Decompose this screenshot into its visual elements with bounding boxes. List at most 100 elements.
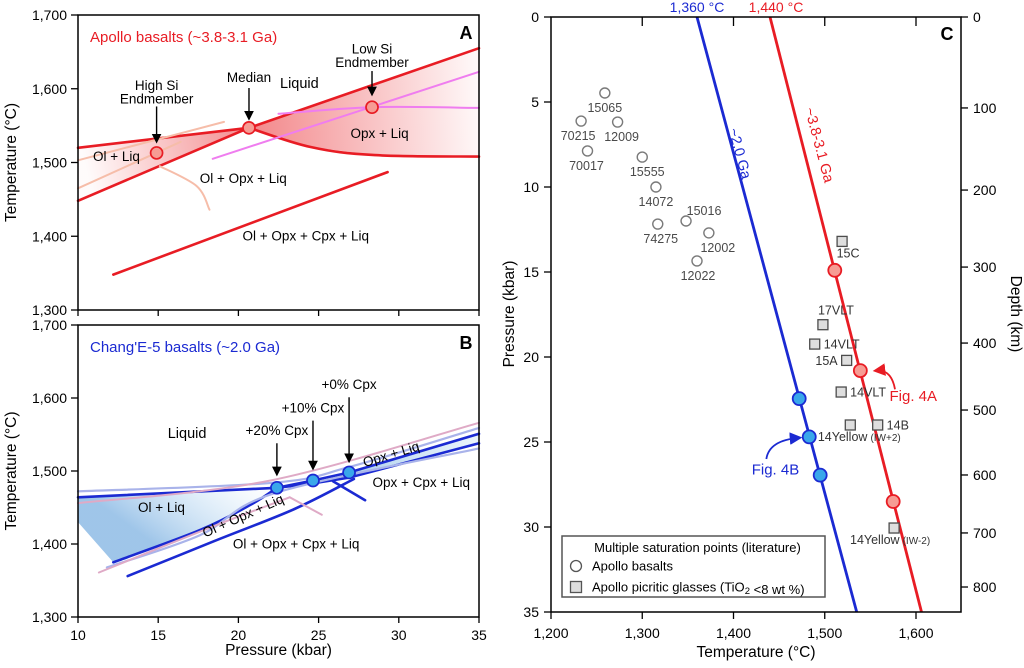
x-axis-tick-label: 10 <box>70 627 86 643</box>
pressure-axis-title: Pressure (kbar) <box>501 261 518 368</box>
legend-title: Multiple saturation points (literature) <box>594 540 801 555</box>
phase-boundary-uncertainty-pink-1 <box>77 421 480 505</box>
phase-boundary-uncertainty-arc <box>158 165 211 211</box>
y-axis-tick-label: 1,300 <box>32 302 67 318</box>
phase-boundary-uncertainty-lavender-2 <box>105 447 481 569</box>
legend-label-part: 2 <box>745 586 750 597</box>
fig-ref-arrow <box>872 363 896 390</box>
sample-circle-12009 <box>611 116 624 128</box>
sample-circle-15016 <box>680 215 692 227</box>
fig-ref-arrow <box>765 432 803 460</box>
sample-circle-12002 <box>703 227 715 239</box>
adiabat-line-change5-2.0Ga <box>695 16 859 613</box>
msp-annotation-label: +20% Cpx <box>246 423 309 438</box>
y-axis-tick-label: 1,500 <box>32 155 67 171</box>
sample-label-14072: 14072 <box>639 195 674 209</box>
region-label: Ol + Opx + Cpx + Liq <box>243 229 369 244</box>
phase-boundary-uncertainty-2 <box>77 140 182 190</box>
glass-label-14Yellow: 14Yellow (IW-2) <box>850 533 930 547</box>
adiabat-line-label: ~3.8-3.1 Ga <box>801 106 837 185</box>
sample-label-12002: 12002 <box>700 241 735 255</box>
x-axis-tick-label: 35 <box>471 627 487 643</box>
glass-label-suffix: (IW+2) <box>870 433 900 444</box>
glass-label-main: 14Yellow <box>850 533 901 547</box>
region-label: Opx + Liq <box>350 126 408 141</box>
glass-square-14Yellow <box>844 419 856 431</box>
sample-circle-15555 <box>636 151 648 163</box>
sample-label-15065: 15065 <box>587 101 622 115</box>
x-axis-tick-label: 1,400 <box>716 625 751 641</box>
pressure-tick-label: 20 <box>523 349 539 365</box>
glass-label-main: 17VLT <box>818 304 854 318</box>
sample-label-15555: 15555 <box>630 165 665 179</box>
panel-title: Chang'E-5 basalts (~2.0 Ga) <box>90 339 280 356</box>
plot-border <box>550 16 962 613</box>
msp-annotation-label: +10% Cpx <box>282 401 345 416</box>
depth-tick-label: 500 <box>973 402 997 418</box>
legend-marker-square <box>569 580 583 594</box>
glass-label-17VLT: 17VLT <box>818 304 854 318</box>
pressure-tick-label: 15 <box>523 264 539 280</box>
glass-label-15A: 15A <box>815 354 838 368</box>
y-axis-tick-label: 1,600 <box>32 81 67 97</box>
y-axis-title: Temperature (°C) <box>3 411 20 530</box>
msp-point-1 <box>306 473 320 488</box>
sample-circle-70017 <box>581 145 594 157</box>
glass-label-main: 15A <box>815 354 838 368</box>
y-axis-tick-label: 1,400 <box>32 536 67 552</box>
x-axis-tick-label: 25 <box>311 627 327 643</box>
sample-circle-74275 <box>652 218 664 230</box>
msp-point-0 <box>270 480 284 495</box>
glass-label-14Yellow: 14Yellow (IW+2) <box>818 430 901 444</box>
depth-tick-label: 800 <box>973 579 997 595</box>
glass-label-main: 14Yellow <box>818 430 869 444</box>
glass-label-main: 14VLT <box>824 338 860 352</box>
msp-annotation-label: Endmember <box>335 55 409 70</box>
msp-point-2 <box>365 100 379 115</box>
glass-label-14VLT: 14VLT <box>824 338 860 352</box>
sample-label-12022: 12022 <box>681 269 716 283</box>
msp-annotation-label: Low Si <box>352 41 393 56</box>
depth-tick-label: 200 <box>973 182 997 198</box>
msp-blue-1 <box>801 429 817 445</box>
region-fill-ol-liq-wedge <box>78 487 277 563</box>
msp-red-0 <box>827 262 843 278</box>
msp-point-0 <box>149 146 164 160</box>
panel-title: Apollo basalts (~3.8-3.1 Ga) <box>90 29 277 46</box>
panel-c: 1,360 °C ~2.0 Ga 1,440 °C ~3.8-3.1 Ga 15065 7… <box>501 0 1024 661</box>
glass-label-15C: 15C <box>837 246 860 260</box>
y-axis-title: Temperature (°C) <box>3 103 20 222</box>
msp-annotation-label: +0% Cpx <box>321 377 376 392</box>
y-axis-tick-label: 1,700 <box>32 7 67 23</box>
phase-boundary-cpx-in <box>112 170 389 276</box>
glass-label-14B: 14B <box>887 419 909 433</box>
y-axis-tick-label: 1,700 <box>32 317 67 333</box>
sample-circle-70215 <box>575 115 587 127</box>
phase-boundary-uncertainty-1 <box>77 120 225 162</box>
depth-tick-label: 700 <box>973 525 997 541</box>
adiabat-top-temperature-label: 1,440 °C <box>749 0 804 15</box>
x-axis-tick-label: 20 <box>231 627 247 643</box>
depth-tick-label: 400 <box>973 335 997 351</box>
msp-red-1 <box>852 363 868 379</box>
y-axis-tick-label: 1,600 <box>32 390 67 406</box>
region-fill-opx-liq-wedge <box>248 48 479 157</box>
phase-boundary-cpx-in-high-p <box>331 479 367 502</box>
legend-label-part: Apollo picritic glasses (TiO <box>592 580 745 595</box>
sample-circle-15065 <box>599 87 611 99</box>
sample-label-15016: 15016 <box>687 204 722 218</box>
glass-square-14VLT <box>835 386 847 398</box>
legend-item-label: Apollo basalts <box>592 559 673 574</box>
msp-annotation-label: Endmember <box>120 92 194 107</box>
region-label: Ol + Opx + Cpx + Liq <box>233 536 359 551</box>
fig-ref-label: Fig. 4B <box>752 461 800 478</box>
panel-tag: A <box>460 23 473 43</box>
region-label: Ol + Liq <box>138 500 185 515</box>
pressure-tick-label: 10 <box>523 179 539 195</box>
depth-tick-label: 0 <box>973 9 981 25</box>
pressure-tick-label: 5 <box>531 94 539 110</box>
phase-boundary-cpx-in <box>126 477 356 578</box>
glass-square-15C <box>836 235 848 248</box>
